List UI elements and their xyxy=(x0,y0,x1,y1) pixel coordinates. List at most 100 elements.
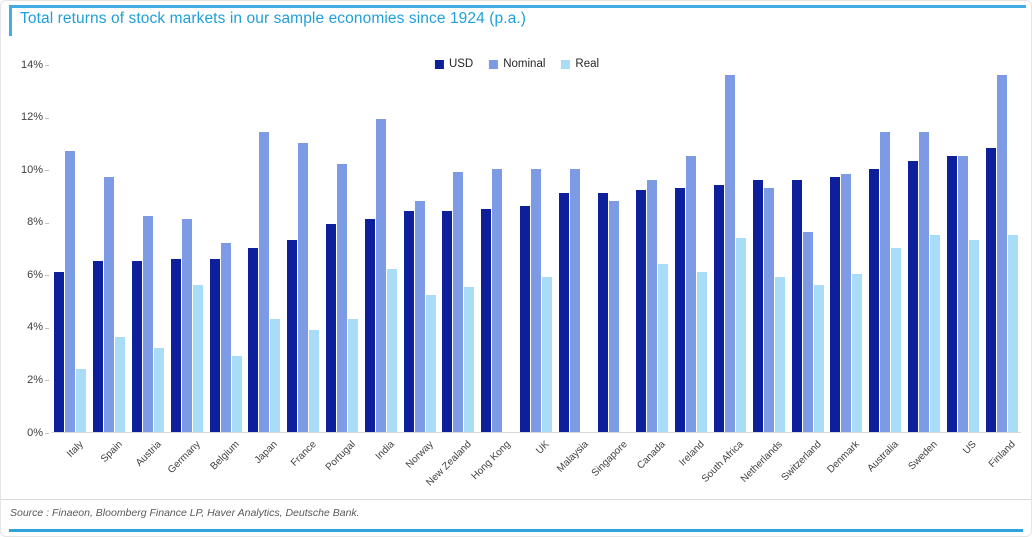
bar-usd-australia xyxy=(869,169,880,432)
bar-usd-denmark xyxy=(830,177,841,432)
bar-real-spain xyxy=(115,337,126,432)
bar-usd-finland xyxy=(985,148,996,432)
bar-nominal-france xyxy=(298,142,309,432)
bar-group-portugal xyxy=(323,65,362,432)
legend-item-real: Real xyxy=(561,58,599,70)
bar-real-france xyxy=(309,329,320,432)
bar-group-germany xyxy=(167,65,206,432)
y-tick-mark xyxy=(45,433,49,434)
y-tick-mark xyxy=(45,170,49,172)
bar-group-hong-kong xyxy=(478,65,517,432)
bar-nominal-spain xyxy=(104,177,115,432)
bar-usd-singapore xyxy=(597,192,608,432)
bar-usd-spain xyxy=(93,261,104,432)
bar-usd-austria xyxy=(131,261,142,432)
bar-real-us xyxy=(968,240,979,432)
bar-usd-canada xyxy=(636,190,647,432)
legend-label: Real xyxy=(575,58,600,70)
bar-group-norway xyxy=(400,65,439,432)
y-tick-label: 0% xyxy=(27,426,43,439)
bar-nominal-new-zealand xyxy=(453,171,464,432)
bar-group-japan xyxy=(245,65,284,432)
legend-label: USD xyxy=(448,58,474,70)
x-tick-label-finland: Finland xyxy=(986,439,1018,470)
bar-usd-japan xyxy=(248,248,259,432)
y-tick-mark xyxy=(45,275,49,277)
bar-nominal-austria xyxy=(142,216,153,432)
bar-nominal-australia xyxy=(880,132,891,432)
bar-real-austria xyxy=(153,347,164,432)
bar-group-india xyxy=(361,65,400,432)
bar-group-singapore xyxy=(594,65,633,432)
y-tick-label: 6% xyxy=(27,268,43,281)
bar-nominal-us xyxy=(957,156,968,432)
legend-swatch-nominal xyxy=(489,59,499,69)
top-accent-rule xyxy=(9,5,1026,8)
y-tick-mark xyxy=(45,380,49,382)
footer-divider xyxy=(1,499,1031,500)
bar-usd-portugal xyxy=(325,224,336,432)
bottom-accent-rule xyxy=(9,529,1023,532)
bar-usd-italy xyxy=(54,271,65,432)
chart-legend: USD Nominal Real xyxy=(434,58,599,70)
bar-nominal-denmark xyxy=(841,174,852,432)
bar-nominal-netherlands xyxy=(763,187,774,432)
source-note: Source : Finaeon, Bloomberg Finance LP, … xyxy=(10,507,360,519)
bar-real-italy xyxy=(76,368,87,432)
bar-real-netherlands xyxy=(774,276,785,432)
bar-group-australia xyxy=(866,65,905,432)
bar-group-belgium xyxy=(206,65,245,432)
bar-real-norway xyxy=(425,295,436,432)
bar-real-finland xyxy=(1007,234,1018,432)
chart-plot-region: USD Nominal Real 0% 2% 4% 6% 8% 10% 12% 14% Italy… xyxy=(9,57,1025,488)
plot-area xyxy=(51,65,1021,433)
bar-nominal-south-africa xyxy=(724,74,735,432)
bar-group-france xyxy=(284,65,323,432)
bar-usd-germany xyxy=(170,258,181,432)
y-tick-label: 10% xyxy=(20,163,43,176)
bar-usd-us xyxy=(946,156,957,432)
bar-usd-hong-kong xyxy=(481,208,492,432)
bar-usd-ireland xyxy=(675,187,686,432)
y-tick-mark xyxy=(45,222,49,224)
bar-real-germany xyxy=(192,284,203,432)
bar-usd-uk xyxy=(519,205,530,432)
bar-nominal-uk xyxy=(530,169,541,432)
bar-group-austria xyxy=(129,65,168,432)
y-tick-label: 14% xyxy=(20,58,43,71)
bar-group-netherlands xyxy=(749,65,788,432)
bar-nominal-norway xyxy=(414,200,425,432)
bar-usd-belgium xyxy=(209,258,220,432)
bar-nominal-japan xyxy=(259,132,270,432)
bar-real-switzerland xyxy=(813,284,824,432)
bar-group-us xyxy=(943,65,982,432)
bar-real-south-africa xyxy=(735,237,746,432)
legend-item-nominal: Nominal xyxy=(489,58,545,70)
y-tick-label: 8% xyxy=(27,216,43,229)
bar-group-finland xyxy=(982,65,1021,432)
bar-group-sweden xyxy=(905,65,944,432)
bar-nominal-germany xyxy=(181,219,192,432)
bar-nominal-belgium xyxy=(220,242,231,432)
y-tick-mark xyxy=(45,327,49,329)
bar-real-japan xyxy=(270,318,281,432)
legend-item-usd: USD xyxy=(434,58,474,70)
bar-group-malaysia xyxy=(555,65,594,432)
bar-group-uk xyxy=(517,65,556,432)
bar-usd-south-africa xyxy=(713,184,724,432)
chart-title: Total returns of stock markets in our sa… xyxy=(20,10,527,27)
bar-nominal-india xyxy=(375,119,386,432)
bar-nominal-sweden xyxy=(918,132,929,432)
bar-usd-norway xyxy=(403,211,414,432)
legend-swatch-usd xyxy=(434,59,444,69)
y-tick-label: 4% xyxy=(27,321,43,334)
legend-swatch-real xyxy=(561,59,571,69)
bar-usd-netherlands xyxy=(752,179,763,432)
bar-nominal-canada xyxy=(647,179,658,432)
bar-real-canada xyxy=(658,263,669,432)
bar-group-denmark xyxy=(827,65,866,432)
bar-nominal-ireland xyxy=(686,156,697,432)
bar-group-new-zealand xyxy=(439,65,478,432)
bar-nominal-finland xyxy=(996,74,1007,432)
